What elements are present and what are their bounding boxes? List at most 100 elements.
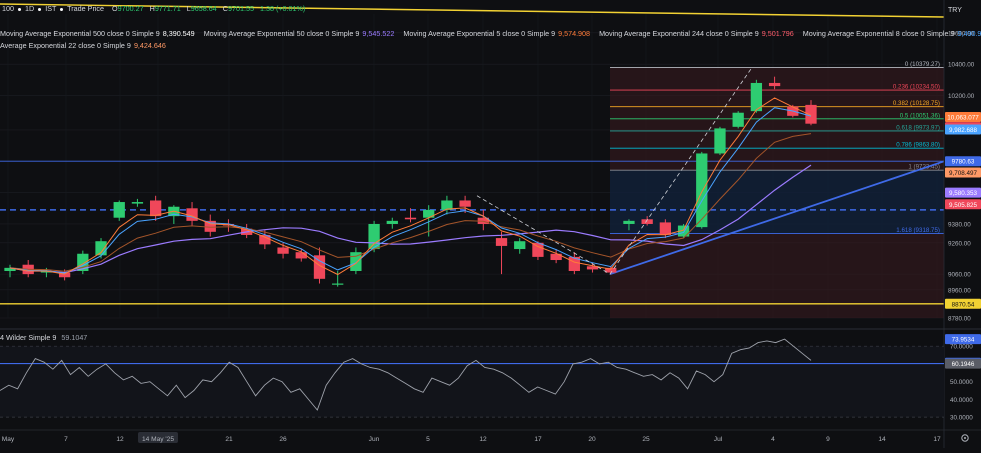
rsi-name[interactable]: 4 Wilder Simple 9 (0, 333, 57, 342)
fib-level-label: 0.5 (10051.36) (900, 112, 940, 119)
price-label-tag (945, 298, 981, 309)
price-axis-bg (944, 0, 981, 448)
rsi-tick-label: 70.0000 (950, 344, 973, 351)
candle-body (696, 153, 708, 228)
price-tick-label: 8960.00 (948, 287, 971, 294)
ohlc-change: 1.38 (+0.01%) (259, 4, 306, 13)
time-tick-label: Jul (714, 436, 723, 443)
ohlc-high: H9771.71 (149, 4, 181, 13)
price-label-tag (945, 199, 981, 210)
ma-5-line (9, 97, 812, 276)
price-label-tag (945, 167, 981, 178)
ohlc-open: O9700.27 (112, 4, 144, 13)
price-tick-label: 10600.00 (948, 30, 975, 37)
candle-body (514, 241, 526, 250)
candle-body (368, 223, 380, 250)
ma-legend-item-4[interactable]: Moving Average Exponential 8 close 0 Sim… (803, 29, 981, 38)
price-label-text: 10,063.077 (947, 114, 979, 121)
candle-body (404, 217, 417, 220)
candle-body (441, 200, 453, 210)
currency-label: TRY (948, 7, 962, 14)
candle-body (768, 82, 781, 87)
exchange: IST (45, 4, 57, 13)
time-tick-label: 4 (771, 436, 775, 443)
symbol-header: 100 1D IST Trade Price O9700.27 H9771.71… (2, 4, 305, 13)
indicator-legend-row-1: Moving Average Exponential 500 close 0 S… (0, 29, 981, 38)
price-label-text: 9,580.353 (949, 190, 978, 197)
time-tick-label: 5 (426, 436, 430, 443)
settings-gear-icon[interactable] (961, 434, 969, 442)
candle-body (386, 220, 398, 224)
time-tick-label: 12 (479, 436, 487, 443)
ma-50-line (9, 164, 812, 274)
ma-legend-item-label: Average Exponential 22 close 0 Simple 9 (0, 41, 131, 50)
price-tick-label: 10400.00 (948, 62, 975, 69)
price-tick-label: 9060.00 (948, 272, 971, 279)
price-label-text: 9780.63 (952, 159, 975, 166)
candle-body (186, 208, 198, 221)
price-tick-label: 10200.00 (948, 93, 975, 100)
rsi-line (0, 338, 812, 411)
candle-body (58, 272, 71, 278)
ma-legend-item-3[interactable]: Moving Average Exponential 244 close 0 S… (599, 29, 794, 38)
candle-body (623, 220, 635, 224)
separator-dot-icon (60, 7, 64, 11)
candle-body (805, 104, 817, 124)
price-label-tag (945, 111, 981, 122)
candle-body (204, 220, 216, 232)
candle-body (259, 234, 271, 245)
ascending-trendline (609, 160, 945, 275)
candle-body (313, 255, 326, 279)
candle-body (586, 266, 599, 270)
candle-body (495, 238, 508, 246)
candle-body (550, 253, 562, 261)
time-tick-label: 7 (64, 436, 68, 443)
price-label-text: 9,505.825 (949, 202, 978, 209)
rsi-label-tag (945, 358, 981, 369)
ma-8-line (9, 107, 812, 274)
fib-level-label: 0.236 (10234.50) (893, 84, 940, 91)
projection-dashed-line (476, 67, 753, 275)
ohlc-low: L9658.64 (186, 4, 217, 13)
candle-body (732, 112, 744, 127)
price-label-tag (945, 187, 981, 198)
candle-body (605, 267, 617, 273)
candle-body (714, 128, 726, 154)
symbol-name[interactable]: 100 (2, 4, 14, 13)
rsi-tick-label: 40.0000 (950, 397, 973, 404)
ma-legend-item-label: Moving Average Exponential 500 close 0 S… (0, 29, 160, 38)
time-tick-label: 17 (933, 436, 941, 443)
candle-body (459, 200, 471, 207)
time-axis: May 7 12 14 May '25 21 26 Jun 5 12 17 20 25 Jul 4 9 14 1… (2, 432, 941, 443)
candle-body (750, 82, 763, 112)
ma-legend-item-2[interactable]: Moving Average Exponential 5 close 0 Sim… (403, 29, 590, 38)
candle-body (659, 222, 672, 235)
ma-legend-item-1[interactable]: Moving Average Exponential 50 close 0 Si… (204, 29, 395, 38)
ma-legend-item-value: 9,574.908 (558, 29, 591, 38)
candle-body (295, 252, 307, 259)
rsi-tick-label: 30.0000 (950, 415, 973, 422)
candle-body (77, 253, 89, 271)
ma-legend-item-value: 9,424.646 (133, 41, 166, 50)
price-type: Trade Price (67, 4, 105, 13)
price-label-text: 9,982.688 (949, 127, 978, 134)
candle-body (4, 267, 16, 271)
rsi-value: 59.1047 (61, 333, 88, 342)
price-label-text: 8870.54 (952, 301, 975, 308)
gear-hub (964, 437, 966, 439)
price-label-tag (945, 124, 981, 135)
ma-legend-item-label: Moving Average Exponential 50 close 0 Si… (203, 29, 360, 38)
rsi-pane: 70.000060.000050.000040.000030.000073.95… (0, 334, 981, 422)
interval[interactable]: 1D (25, 4, 35, 13)
ma-legend-item-0[interactable]: Moving Average Exponential 500 close 0 S… (0, 29, 195, 38)
ma-22-line (9, 133, 812, 272)
fib-level-label: 1.618 (9318.75) (896, 227, 940, 234)
ma-legend-item-label: Moving Average Exponential 8 close 0 Sim… (802, 29, 955, 38)
time-tick-label: 12 (116, 436, 124, 443)
moving-averages (9, 97, 812, 276)
candle-body (40, 270, 53, 273)
